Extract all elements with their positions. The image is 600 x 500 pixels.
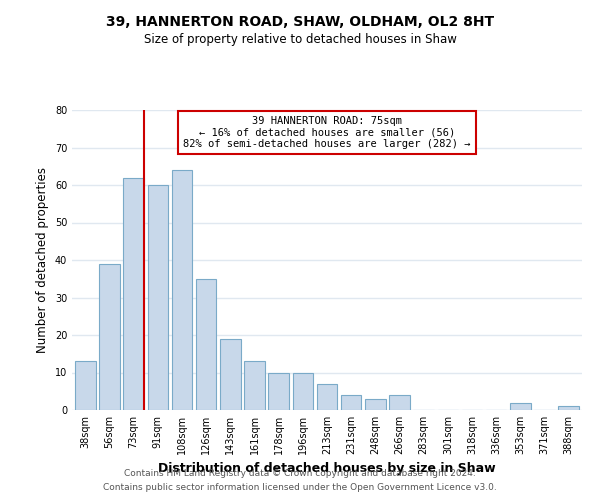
Bar	[172, 170, 192, 410]
Bar	[317, 384, 337, 410]
Bar	[99, 264, 120, 410]
Bar	[148, 185, 168, 410]
Y-axis label: Number of detached properties: Number of detached properties	[36, 167, 49, 353]
X-axis label: Distribution of detached houses by size in Shaw: Distribution of detached houses by size …	[158, 462, 496, 475]
Bar	[268, 372, 289, 410]
Bar	[124, 178, 144, 410]
Text: 39, HANNERTON ROAD, SHAW, OLDHAM, OL2 8HT: 39, HANNERTON ROAD, SHAW, OLDHAM, OL2 8H…	[106, 15, 494, 29]
Bar	[341, 395, 361, 410]
Bar	[244, 361, 265, 410]
Text: Size of property relative to detached houses in Shaw: Size of property relative to detached ho…	[143, 32, 457, 46]
Bar	[365, 399, 386, 410]
Text: Contains HM Land Registry data © Crown copyright and database right 2024.: Contains HM Land Registry data © Crown c…	[124, 468, 476, 477]
Bar	[75, 361, 95, 410]
Bar	[220, 339, 241, 410]
Text: Contains public sector information licensed under the Open Government Licence v3: Contains public sector information licen…	[103, 484, 497, 492]
Bar	[293, 372, 313, 410]
Bar	[196, 279, 217, 410]
Text: 39 HANNERTON ROAD: 75sqm
← 16% of detached houses are smaller (56)
82% of semi-d: 39 HANNERTON ROAD: 75sqm ← 16% of detach…	[183, 116, 471, 149]
Bar	[510, 402, 530, 410]
Bar	[559, 406, 579, 410]
Bar	[389, 395, 410, 410]
